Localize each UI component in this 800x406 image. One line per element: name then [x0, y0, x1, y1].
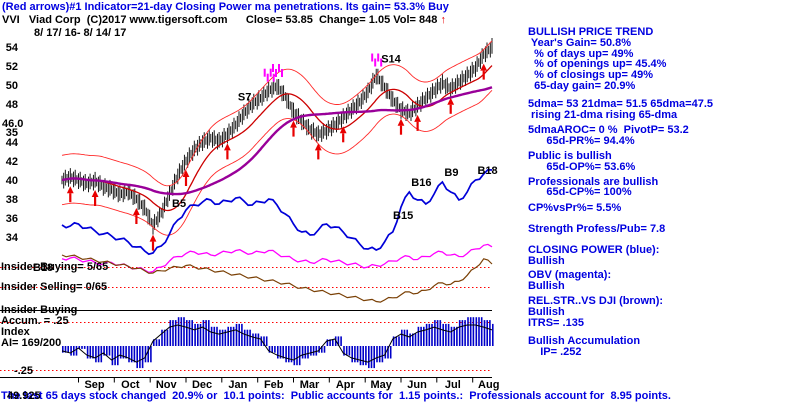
svg-text:Jun: Jun — [407, 379, 427, 391]
svg-text:Oct: Oct — [121, 379, 140, 391]
analysis-line: 65-day gain= 20.9% — [528, 79, 636, 92]
svg-text:Jan: Jan — [228, 379, 247, 391]
svg-text:Aug: Aug — [478, 379, 499, 391]
svg-text:Nov: Nov — [156, 379, 178, 391]
analysis-line: Year's Gain= 50.8% — [528, 36, 632, 49]
obv-line — [61, 243, 493, 274]
svg-text:44: 44 — [6, 137, 19, 149]
analysis-line: % of openings up= 45.4% — [528, 58, 667, 71]
svg-text:50: 50 — [6, 80, 18, 92]
analysis-line: Strength Profess/Pub= 7.8 — [528, 222, 666, 235]
svg-text:Jul: Jul — [445, 379, 461, 391]
analysis-line: Professionals are bullish — [528, 175, 659, 188]
analysis-line: Bullish Accumulation — [528, 335, 641, 348]
svg-text:B18: B18 — [33, 262, 53, 274]
analysis-line: ITRS= .135 — [528, 316, 584, 329]
reference-lines — [0, 267, 492, 378]
footer-summary: The last 65 days stock changed 20.9% or … — [1, 390, 671, 402]
svg-text:35: 35 — [6, 127, 18, 139]
svg-text:46.0: 46.0 — [2, 118, 23, 130]
svg-text:36: 36 — [6, 213, 18, 225]
svg-text:Feb: Feb — [264, 379, 284, 391]
date-range: 8/ 17/ 16- 8/ 14/ 17 — [34, 27, 127, 39]
svg-text:54: 54 — [6, 42, 19, 54]
svg-text:Mar: Mar — [300, 379, 320, 391]
svg-text:S7: S7 — [238, 92, 251, 104]
analysis-line: 65d-OP%= 53.6% — [528, 160, 636, 173]
svg-text:52: 52 — [6, 61, 18, 73]
analysis-line: CLOSING POWER (blue): — [528, 243, 660, 256]
analysis-line: IP= .252 — [528, 346, 582, 359]
analysis-line: OBV (magenta): — [528, 269, 612, 282]
analysis-line: % of closings up= 49% — [528, 69, 654, 82]
indicator-headline: (Red arrows)#1 Indicator=21-day Closing … — [2, 1, 449, 13]
svg-text:B18: B18 — [477, 165, 497, 177]
sell-signal-marks — [263, 53, 383, 82]
svg-text:B9: B9 — [444, 167, 458, 179]
svg-text:B16: B16 — [411, 177, 431, 189]
analysis-line: 65d-PR%= 94.4% — [528, 135, 635, 148]
svg-text:40: 40 — [6, 175, 18, 187]
analysis-line: 5dmaAROC= 0 % PivotP= 53.2 — [528, 124, 689, 137]
analysis-line: 65d-CP%= 100% — [528, 186, 632, 199]
svg-text:Dec: Dec — [192, 379, 212, 391]
svg-text:B15: B15 — [393, 210, 413, 222]
price-axis-labels: 54 52 50 48 46.0 44 42 40 38 36 34 35 — [2, 42, 23, 244]
accum-neg-ref-label: -.25 — [14, 365, 33, 377]
analysis-panel: BULLISH PRICE TREND Year's Gain= 50.8% %… — [528, 27, 798, 358]
buy-signal-arrows — [66, 63, 488, 251]
insider-buying-count: Insider Buying= 5/65 — [1, 261, 109, 273]
overlap-number: 49.925 — [7, 390, 41, 402]
ticker-line: VVI Viad Corp (C)2017 www.tigersoft.com … — [2, 15, 446, 26]
svg-text:48: 48 — [6, 99, 18, 111]
svg-text:Sep: Sep — [84, 379, 104, 391]
analysis-line: 5dma= 53 21dma= 51.5 65dma=47.5 — [528, 97, 713, 110]
analysis-line: % of days up= 49% — [528, 47, 634, 60]
analysis-line: BULLISH PRICE TREND — [528, 26, 654, 38]
analysis-line: rising 21-dma rising 65-dma — [528, 108, 678, 121]
accumulation-histogram — [61, 317, 494, 369]
accum-panel-label-3: Index — [1, 326, 30, 338]
analysis-line: Bullish — [528, 254, 565, 267]
svg-text:Apr: Apr — [336, 379, 356, 391]
relative-strength-line — [61, 254, 493, 303]
signal-labels: S7 S14 B5 B15 B16 B9 B18 B18 — [33, 54, 498, 275]
svg-text:34: 34 — [6, 232, 19, 244]
closing-power-line — [61, 168, 493, 256]
analysis-line: REL.STR..VS DJI (brown): — [528, 294, 664, 307]
price-up-arrow-icon: ↑ — [440, 14, 446, 26]
accum-panel-label-2: Accum. = .25 — [1, 315, 69, 327]
svg-text:B5: B5 — [172, 198, 186, 210]
svg-text:42: 42 — [6, 156, 18, 168]
insider-selling-count: Insider Selling= 0/65 — [1, 281, 108, 293]
month-axis: Sep Oct Nov Dec Jan Feb Mar Apr May Jun Jul Aug — [78, 377, 499, 391]
svg-text:S14: S14 — [381, 54, 401, 66]
svg-text:38: 38 — [6, 194, 18, 206]
accum-panel-label-1: Insider Buying — [1, 304, 78, 316]
analysis-line: Bullish — [528, 305, 565, 318]
analysis-line: Public is bullish — [528, 149, 612, 162]
analysis-line: CP%vsPr%= 5.5% — [528, 202, 622, 215]
ticker-text: VVI Viad Corp (C)2017 www.tigersoft.com … — [2, 14, 441, 26]
analysis-line: Bullish — [528, 280, 565, 293]
svg-text:May: May — [371, 379, 393, 391]
accum-panel-label-4: AI= 169/200 — [1, 337, 62, 349]
